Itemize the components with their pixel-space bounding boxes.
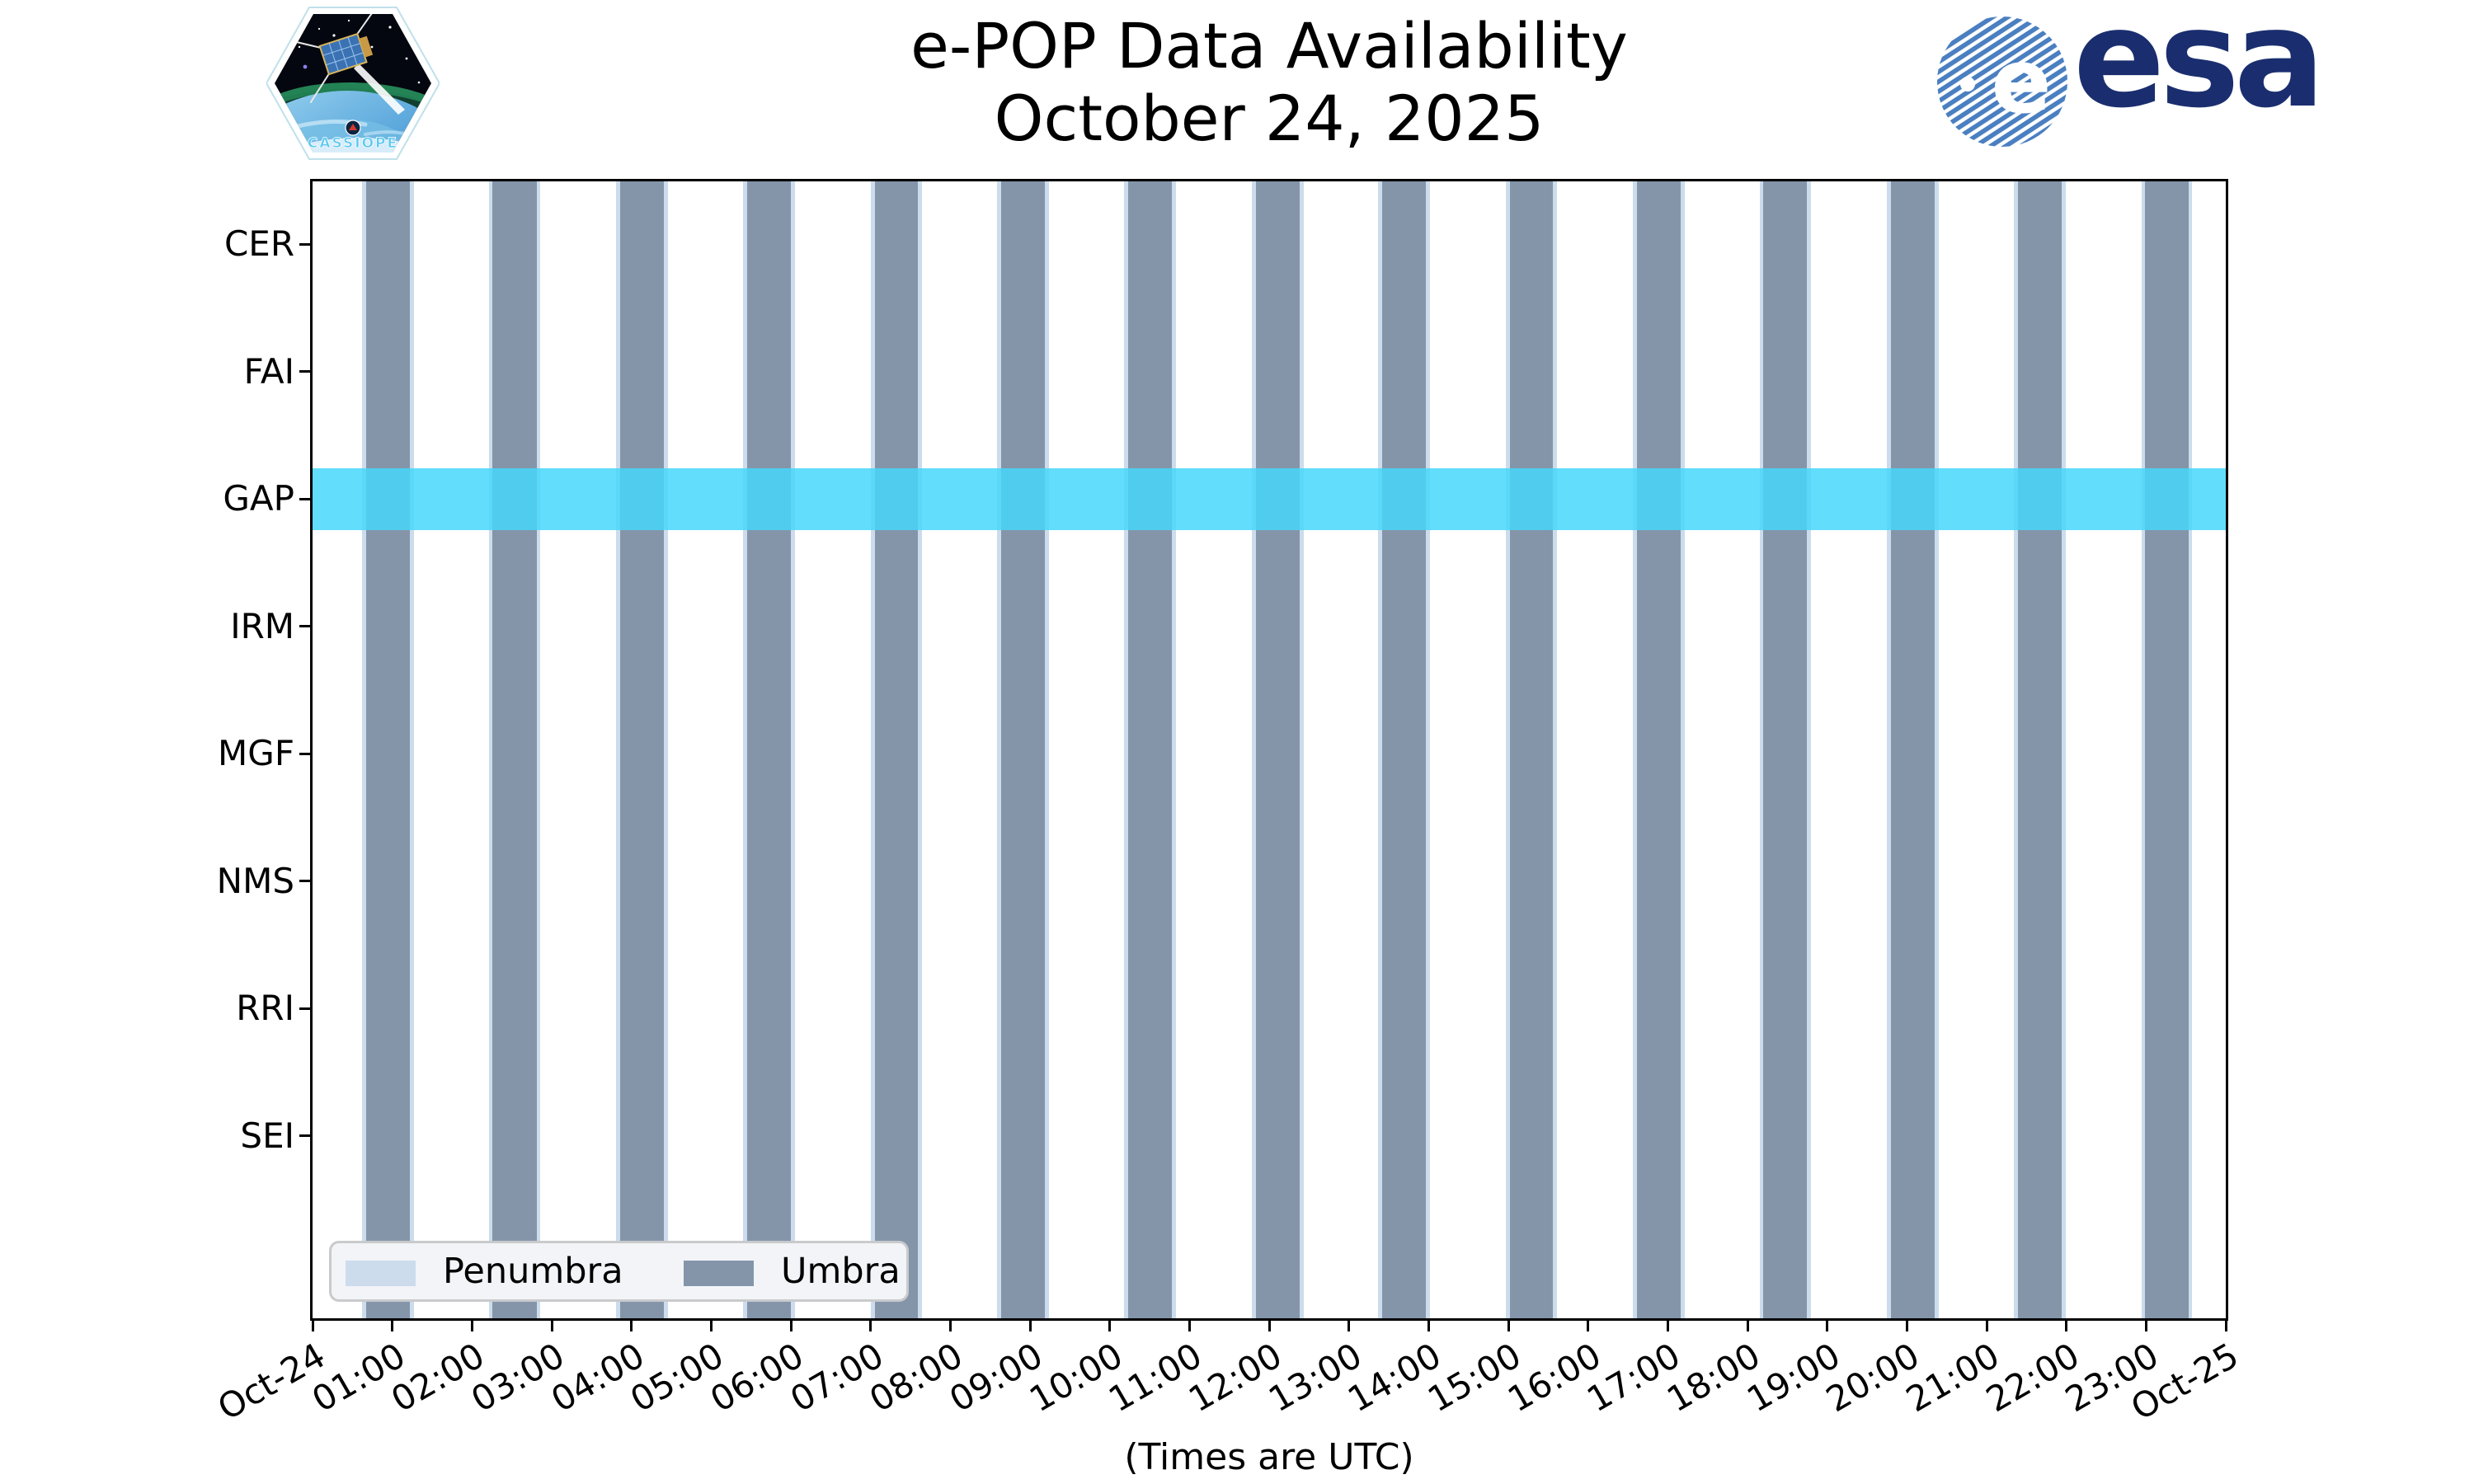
- umbra-bar: [1382, 181, 1427, 1318]
- availability-band-gap: [313, 467, 2226, 530]
- y-tick-rri: [299, 1007, 310, 1010]
- y-tick-label-gap: GAP: [223, 478, 294, 519]
- umbra-bar: [620, 181, 665, 1318]
- chart-title-line1: e-POP Data Availability: [910, 9, 1628, 82]
- legend-swatch-umbra: [684, 1261, 754, 1286]
- x-tick: [1905, 1321, 1908, 1331]
- umbra-bar: [1001, 181, 1046, 1318]
- patch-star: [303, 64, 308, 69]
- patch-satellite: [276, 14, 382, 104]
- x-tick: [1507, 1321, 1510, 1331]
- x-tick: [1746, 1321, 1749, 1331]
- y-tick-fai: [299, 370, 310, 373]
- x-tick: [948, 1321, 952, 1331]
- y-tick-label-cer: CER: [223, 223, 294, 264]
- x-axis-caption: (Times are UTC): [1124, 1436, 1414, 1478]
- umbra-bar: [1509, 181, 1554, 1318]
- patch-beam: [354, 63, 405, 115]
- x-tick: [2224, 1321, 2227, 1331]
- y-tick-label-mgf: MGF: [218, 733, 294, 773]
- x-tick: [1826, 1321, 1829, 1331]
- esa-wordmark: esa: [2073, 0, 2326, 138]
- umbra-bar: [1255, 181, 1300, 1318]
- x-tick: [1427, 1321, 1430, 1331]
- x-tick: [709, 1321, 713, 1331]
- x-tick: [1348, 1321, 1351, 1331]
- x-tick: [2144, 1321, 2147, 1331]
- patch-cassiope-text: CASSIOPE: [308, 135, 398, 152]
- x-tick: [869, 1321, 872, 1331]
- umbra-bar: [1763, 181, 1808, 1318]
- x-tick: [1666, 1321, 1669, 1331]
- y-tick-irm: [299, 625, 310, 627]
- esa-logo-ball: e: [1937, 16, 2067, 147]
- y-tick-label-nms: NMS: [216, 860, 294, 901]
- x-tick: [1268, 1321, 1271, 1331]
- esa-ball-e: e: [1991, 31, 2051, 134]
- umbra-bar: [365, 181, 410, 1318]
- y-tick-label-fai: FAI: [243, 350, 294, 392]
- legend-label-umbra: Umbra: [781, 1251, 901, 1292]
- y-tick-gap: [299, 497, 310, 500]
- patch-aurora: [275, 82, 431, 106]
- x-tick: [2065, 1321, 2068, 1331]
- chart-title: e-POP Data Availability October 24, 2025: [310, 9, 2228, 156]
- y-tick-mgf: [299, 752, 310, 755]
- umbra-bar: [2017, 181, 2062, 1318]
- umbra-bar: [874, 181, 918, 1318]
- x-tick: [789, 1321, 793, 1331]
- x-tick: [550, 1321, 553, 1331]
- y-tick-label-rri: RRI: [236, 988, 294, 1028]
- legend-swatch-penumbra: [346, 1261, 416, 1286]
- esa-logo: e esa: [1936, 0, 2326, 153]
- patch-csa-roundel: [345, 120, 361, 136]
- umbra-bar: [1891, 181, 1935, 1318]
- umbra-bar: [1636, 181, 1681, 1318]
- umbra-bar: [746, 181, 791, 1318]
- x-tick: [470, 1321, 473, 1331]
- x-tick: [1985, 1321, 1988, 1331]
- cassiope-mission-patch: CASSIOPE: [265, 4, 441, 162]
- y-tick-nms: [299, 880, 310, 882]
- umbra-bar: [1127, 181, 1173, 1318]
- esa-ball-dot: [1960, 77, 1975, 92]
- cassiope-patch-graphic: CASSIOPE: [265, 7, 441, 160]
- plot-area: CER FAI GAP IRM MGF NMS RRI SEI Oct-24 01:00 02:00…: [211, 179, 2246, 1428]
- x-tick: [1587, 1321, 1590, 1331]
- umbra-bar: [492, 181, 537, 1318]
- y-tick-label-irm: IRM: [230, 605, 294, 646]
- x-tick: [1028, 1321, 1032, 1331]
- x-tick: [391, 1321, 394, 1331]
- legend: Penumbra Umbra: [329, 1241, 909, 1302]
- y-tick-sei: [299, 1134, 310, 1137]
- y-tick-cer: [299, 242, 310, 246]
- x-tick: [1188, 1321, 1191, 1331]
- y-tick-label-sei: SEI: [240, 1115, 294, 1156]
- x-tick: [1108, 1321, 1112, 1331]
- x-tick: [630, 1321, 633, 1331]
- umbra-bar: [2145, 181, 2189, 1318]
- legend-label-penumbra: Penumbra: [443, 1251, 623, 1292]
- chart-title-line2: October 24, 2025: [994, 82, 1545, 156]
- x-tick: [311, 1321, 314, 1331]
